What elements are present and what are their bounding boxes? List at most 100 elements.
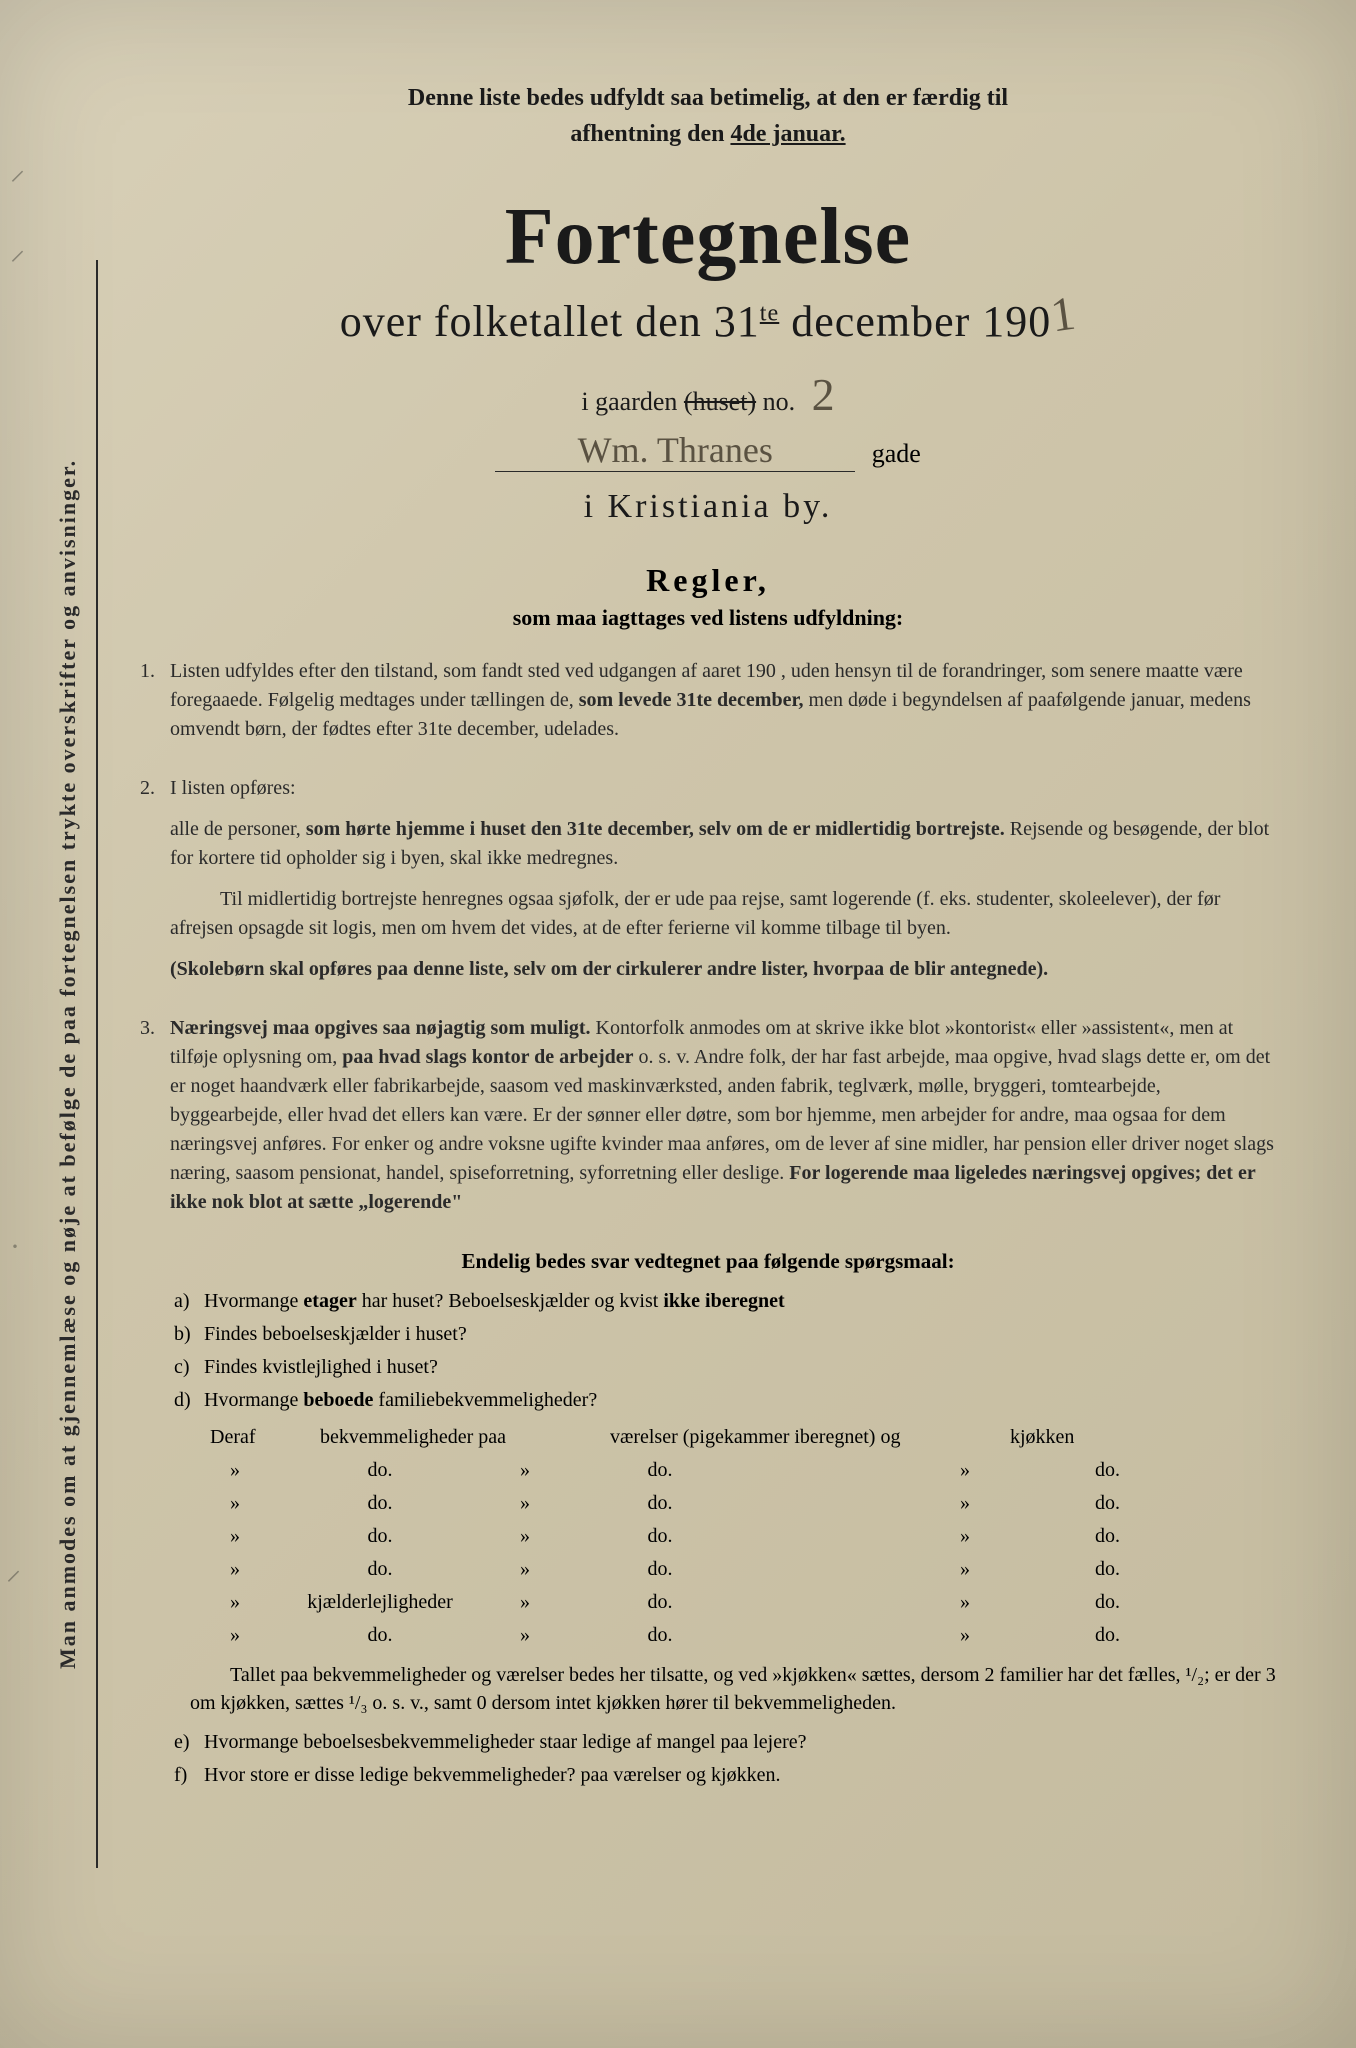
notice-line2-prefix: afhentning den — [570, 121, 730, 147]
document-page: ⸍ ⸍ · ⸍ Man anmodes om at gjennemlæse og… — [0, 0, 1356, 2048]
table-cell: do. — [970, 1459, 1120, 1482]
handwritten-year: 1 — [1048, 286, 1080, 344]
street-underline: Wm. Thranes — [495, 429, 855, 472]
question-text: Findes beboelseskjælder i huset? — [204, 1323, 467, 1346]
rule-number: 3. — [140, 1014, 170, 1229]
question-letter: d) — [174, 1389, 204, 1412]
table-header-cell: bekvemmeligheder paa — [320, 1426, 610, 1449]
rule-body: I listen opføres:alle de personer, som h… — [170, 774, 1276, 996]
question-item: f)Hvor store er disse ledige bekvemmelig… — [174, 1764, 1276, 1787]
table-row: »kjælderlejligheder»do.»do. — [210, 1591, 1276, 1614]
stray-mark: ⸍ — [10, 240, 25, 281]
table-cell: do. — [260, 1624, 500, 1647]
stray-mark: · — [10, 1230, 20, 1264]
questions-tail: e)Hvormange beboelsesbekvemmeligheder st… — [174, 1731, 1276, 1787]
table-cell: do. — [970, 1525, 1120, 1548]
table-cell: » — [500, 1459, 550, 1482]
stray-mark: ⸍ — [6, 1560, 21, 1601]
gade-line: Wm. Thranes gade — [140, 429, 1276, 472]
table-row: »do.»do.»do. — [210, 1525, 1276, 1548]
subtitle-pre: over folketallet den 31 — [340, 297, 760, 346]
question-text: Hvormange beboelsesbekvemmeligheder staa… — [204, 1731, 807, 1754]
rule-item: 2.I listen opføres:alle de personer, som… — [140, 774, 1276, 996]
question-letter: e) — [174, 1731, 204, 1754]
question-item: b)Findes beboelseskjælder i huset? — [174, 1323, 1276, 1346]
notice-line1: Denne liste bedes udfyldt saa betimelig,… — [408, 85, 1008, 111]
rule-paragraph: I listen opføres: — [170, 774, 1276, 803]
question-text: Hvor store er disse ledige bekvemmelighe… — [204, 1764, 780, 1787]
table-cell: do. — [550, 1525, 770, 1548]
table-row: »do.»do.»do. — [210, 1624, 1276, 1647]
question-letter: f) — [174, 1764, 204, 1787]
table-cell: do. — [260, 1459, 500, 1482]
table-cell: » — [210, 1492, 260, 1515]
question-text: Hvormange beboede familiebekvemmelighede… — [204, 1389, 597, 1412]
top-notice: Denne liste bedes udfyldt saa betimelig,… — [180, 80, 1236, 152]
table-row: »do.»do.»do. — [210, 1492, 1276, 1515]
vertical-margin-instruction: Man anmodes om at gjennemlæse og nøje at… — [48, 260, 88, 1868]
table-cell: do. — [550, 1459, 770, 1482]
table-cell: » — [500, 1591, 550, 1614]
table-header-cell: kjøkken — [1010, 1426, 1130, 1449]
table-cell: » — [770, 1558, 970, 1581]
gaarden-prefix: i gaarden — [581, 387, 684, 416]
table-cell: » — [210, 1591, 260, 1614]
table-row: »do.»do.»do. — [210, 1459, 1276, 1482]
city-line: i Kristiania by. — [140, 488, 1276, 526]
table-row: »do.»do.»do. — [210, 1558, 1276, 1581]
questions-heading: Endelig bedes svar vedtegnet paa følgend… — [140, 1249, 1276, 1274]
rule-number: 1. — [140, 657, 170, 756]
gaarden-struck: (huset) — [684, 387, 756, 416]
table-cell: do. — [970, 1624, 1120, 1647]
table-cell: do. — [970, 1558, 1120, 1581]
table-header: Derafbekvemmeligheder paaværelser (pigek… — [210, 1426, 1276, 1449]
table-cell: » — [210, 1558, 260, 1581]
table-cell: » — [770, 1525, 970, 1548]
table-cell: » — [770, 1492, 970, 1515]
notice-date: 4de januar. — [730, 121, 845, 147]
table-cell: kjælderlejligheder — [260, 1591, 500, 1614]
gaarden-post: no. — [756, 387, 795, 416]
table-cell: » — [210, 1525, 260, 1548]
table-cell: do. — [970, 1492, 1120, 1515]
question-item: c)Findes kvistlejlighed i huset? — [174, 1356, 1276, 1379]
table-cell: » — [210, 1459, 260, 1482]
question-text: Hvormange etager har huset? Beboelseskjæ… — [204, 1290, 785, 1313]
table-cell: do. — [260, 1492, 500, 1515]
main-title: Fortegnelse — [140, 192, 1276, 283]
question-item: a)Hvormange etager har huset? Beboelsesk… — [174, 1290, 1276, 1313]
subtitle-sup: te — [760, 299, 779, 326]
regler-subheading: som maa iagttages ved listens udfyldning… — [140, 605, 1276, 631]
table-cell: » — [500, 1558, 550, 1581]
rule-body: Listen udfyldes efter den tilstand, som … — [170, 657, 1276, 756]
amenities-table: Derafbekvemmeligheder paaværelser (pigek… — [210, 1426, 1276, 1647]
table-cell: do. — [550, 1558, 770, 1581]
question-text: Findes kvistlejlighed i huset? — [204, 1356, 438, 1379]
table-cell: do. — [970, 1591, 1120, 1614]
rule-paragraph: Til midlertidig bortrejste henregnes ogs… — [170, 885, 1276, 943]
rule-paragraph: (Skolebørn skal opføres paa denne liste,… — [170, 955, 1276, 984]
rule-item: 1.Listen udfyldes efter den tilstand, so… — [140, 657, 1276, 756]
handwritten-house-no: 2 — [812, 368, 835, 421]
question-letter: b) — [174, 1323, 204, 1346]
rules-block: 1.Listen udfyldes efter den tilstand, so… — [140, 657, 1276, 1229]
subtitle: over folketallet den 31te december 1901 — [140, 293, 1276, 348]
table-footnote: Tallet paa bekvemmeligheder og værelser … — [190, 1661, 1276, 1717]
table-header-cell: værelser (pigekammer iberegnet) og — [610, 1426, 1010, 1449]
question-item: e)Hvormange beboelsesbekvemmeligheder st… — [174, 1731, 1276, 1754]
question-letter: c) — [174, 1356, 204, 1379]
handwritten-street: Wm. Thranes — [578, 429, 773, 471]
question-item: d)Hvormange beboede familiebekvemmelighe… — [174, 1389, 1276, 1412]
table-cell: » — [500, 1624, 550, 1647]
table-cell: do. — [260, 1525, 500, 1548]
table-cell: do. — [550, 1492, 770, 1515]
table-cell: do. — [550, 1591, 770, 1614]
question-letter: a) — [174, 1290, 204, 1313]
table-header-cell: Deraf — [210, 1426, 320, 1449]
gaarden-line: i gaarden (huset) no. 2 — [140, 368, 1276, 421]
table-cell: do. — [260, 1558, 500, 1581]
rule-paragraph: Næringsvej maa opgives saa nøjagtig som … — [170, 1014, 1276, 1217]
table-cell: » — [500, 1492, 550, 1515]
rule-body: Næringsvej maa opgives saa nøjagtig som … — [170, 1014, 1276, 1229]
table-cell: » — [770, 1459, 970, 1482]
